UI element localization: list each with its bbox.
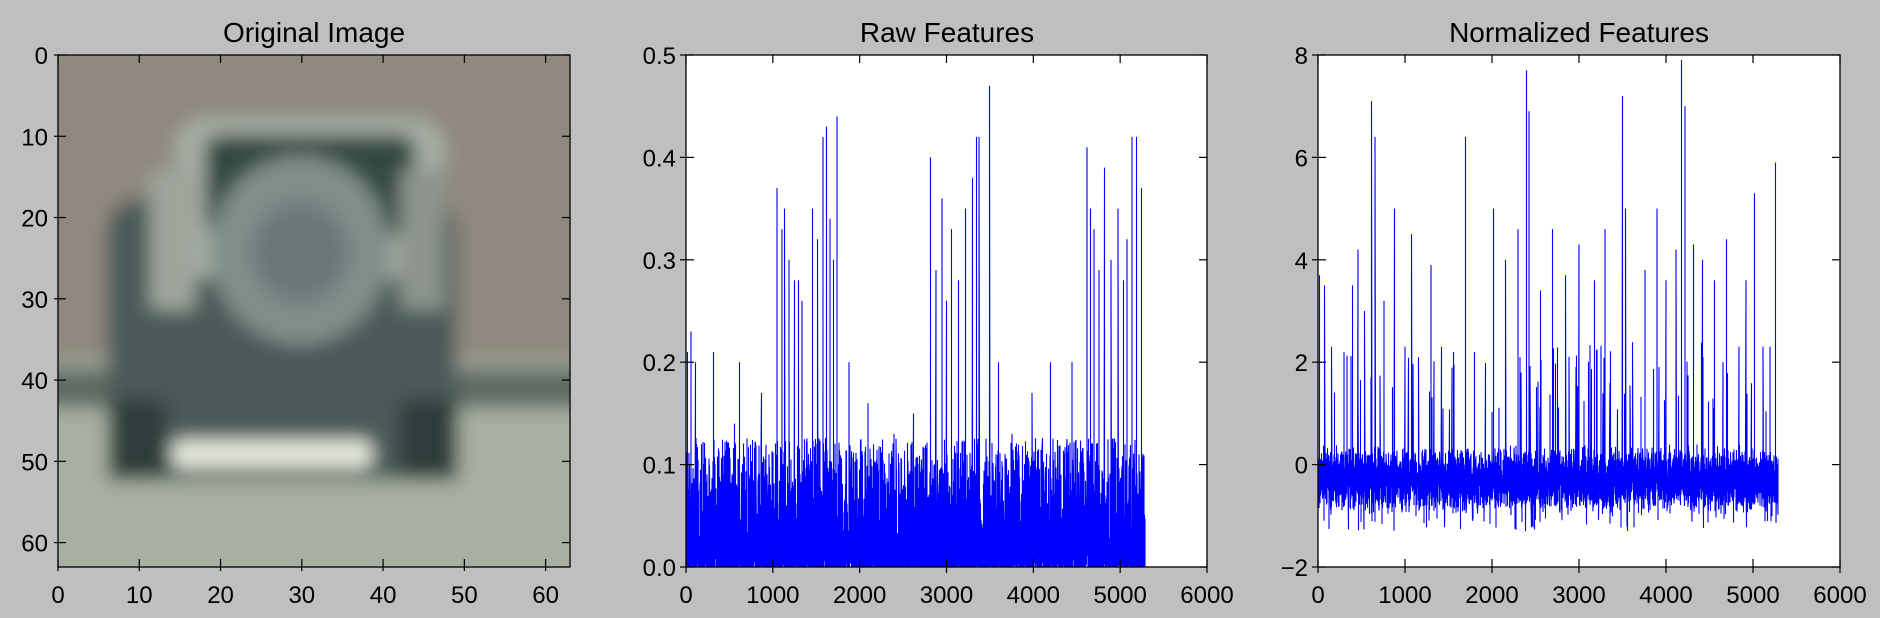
y-tick-label: 4	[1295, 248, 1308, 275]
y-tick-label: 0	[1295, 453, 1308, 480]
y-tick-label: 0.1	[643, 453, 676, 480]
series-line	[1318, 60, 1779, 532]
y-tick-label: 2	[1295, 350, 1308, 377]
x-tick-label: 4000	[1639, 582, 1692, 609]
photo-right-wheel	[400, 400, 458, 480]
panel-title: Normalized Features	[1449, 17, 1709, 48]
photo-left-pillar	[150, 170, 195, 310]
y-tick-label: 20	[21, 206, 48, 233]
x-tick-label: 2000	[1465, 582, 1518, 609]
x-tick-label: 5000	[1726, 582, 1779, 609]
x-tick-label: 50	[451, 582, 478, 609]
x-tick-label: 6000	[1180, 582, 1233, 609]
x-tick-label: 30	[288, 582, 315, 609]
x-tick-label: 0	[1311, 582, 1324, 609]
y-tick-label: −2	[1281, 555, 1308, 582]
x-tick-label: 4000	[1007, 582, 1060, 609]
panel-raw-features: Raw Features 0 1000 2000 3000 4000 5000 6000 0.…	[643, 17, 1234, 609]
series-lines	[686, 85, 1146, 567]
x-tick-label: 60	[532, 582, 559, 609]
image-area	[58, 55, 570, 567]
panel-normalized-features: Normalized Features 0 1000 2000 3000 4000 500…	[1281, 17, 1867, 609]
x-tick-label: 6000	[1813, 582, 1866, 609]
photo-left-wheel	[108, 400, 166, 480]
x-tick-label: 0	[679, 582, 692, 609]
y-tick-label: 10	[21, 124, 48, 151]
photo-spare-wheel-center	[252, 202, 348, 302]
x-tick-label: 5000	[1093, 582, 1146, 609]
y-tick-label: 30	[21, 287, 48, 314]
x-tick-label: 40	[370, 582, 397, 609]
x-tick-label: 3000	[1552, 582, 1605, 609]
x-tick-label: 10	[126, 582, 153, 609]
y-tick-label: 0.2	[643, 350, 676, 377]
image-frame	[57, 54, 571, 568]
y-tick-label: 0.4	[643, 145, 676, 172]
series-line	[686, 85, 1146, 567]
x-tick-label: 20	[207, 582, 234, 609]
y-tick-label: 0	[35, 43, 48, 70]
y-tick-label: 60	[21, 531, 48, 558]
y-tick-label: 0.0	[643, 555, 676, 582]
panel-title: Raw Features	[860, 17, 1034, 48]
y-tick-label: 6	[1295, 145, 1308, 172]
panel-original-image: Original Image 0 10 20 30 40 50 60010203040506…	[21, 17, 571, 609]
x-tick-label: 2000	[833, 582, 886, 609]
photo-right-pillar	[400, 170, 445, 310]
x-tick-label: 1000	[1378, 582, 1431, 609]
x-tick-label: 1000	[746, 582, 799, 609]
y-tick-label: 50	[21, 449, 48, 476]
car-photo	[58, 55, 570, 567]
series-lines	[1318, 60, 1779, 532]
panel-title: Original Image	[223, 17, 405, 48]
axis-ticks: 0 1000 2000 3000 4000 5000 6000 0.0 0.1 0.2 0.3 0.4…	[643, 43, 1234, 609]
y-tick-label: 8	[1295, 43, 1308, 70]
x-tick-label: 0	[51, 582, 64, 609]
y-tick-label: 0.5	[643, 43, 676, 70]
photo-bumper	[172, 440, 372, 468]
x-tick-label: 3000	[920, 582, 973, 609]
y-tick-label: 0.3	[643, 248, 676, 275]
y-tick-label: 40	[21, 368, 48, 395]
